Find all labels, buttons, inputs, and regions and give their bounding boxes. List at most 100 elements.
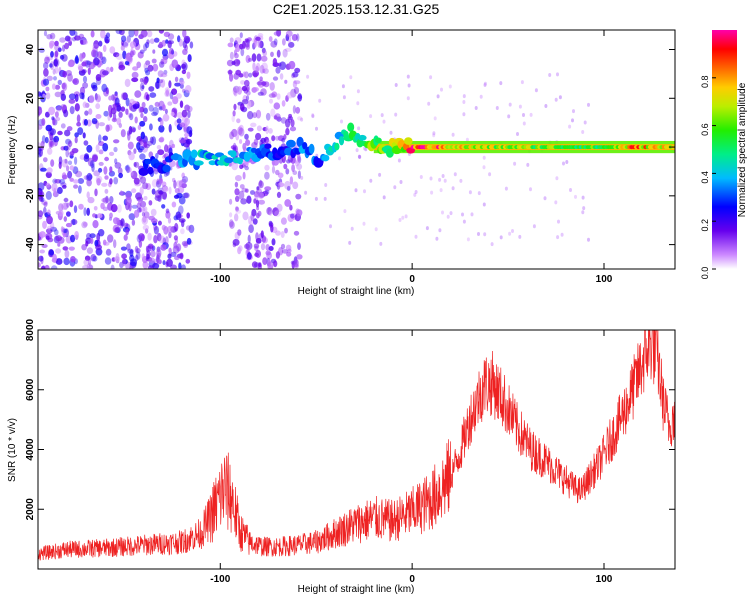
noise-speck [235,210,241,214]
noise-speck [114,227,120,233]
colorbar: 0.00.20.40.60.8 Normalized spectral ampl… [700,30,748,279]
noise-speck [102,70,109,75]
noise-speck [168,217,171,223]
noise-speck [242,212,248,221]
noise-speck [169,48,174,55]
noise-speck [287,249,291,253]
noise-speck [454,172,457,176]
noise-speck [415,235,418,239]
noise-speck [129,113,133,120]
noise-speck [149,257,154,263]
noise-speck [185,85,192,93]
noise-speck [184,133,189,137]
noise-speck [128,142,134,150]
noise-speck [38,182,45,191]
noise-speck [275,170,280,175]
noise-speck [234,91,238,97]
noise-speck [121,247,127,251]
noise-speck [95,103,100,109]
noise-speck [38,256,43,262]
noise-speck [185,37,190,44]
noise-speck [48,107,55,115]
noise-speck [174,83,180,87]
noise-speck [438,228,441,232]
noise-speck [109,178,113,184]
noise-speck [357,89,360,93]
noise-speck [274,38,278,45]
noise-speck [84,110,88,115]
noise-speck [105,189,109,194]
noise-speck [240,48,244,56]
noise-speck [63,110,68,118]
noise-speck [483,165,486,169]
noise-speck [394,113,397,117]
noise-speck [130,41,136,48]
noise-speck [75,171,82,178]
ridge-point [404,137,413,145]
noise-speck [149,92,156,98]
noise-speck [295,107,300,114]
noise-speck [69,93,76,99]
noise-speck [78,185,82,194]
noise-speck [480,95,483,99]
noise-speck [107,234,113,243]
snr-x-label: Height of straight line (km) [298,584,415,595]
y-tick-label: 20 [25,92,36,104]
noise-speck [440,88,443,92]
noise-speck [264,172,270,180]
noise-speck [383,195,386,199]
noise-speck [166,209,170,214]
noise-speck [356,101,359,105]
noise-speck [375,227,378,231]
noise-speck [68,61,74,67]
noise-speck [349,75,352,79]
noise-speck [270,225,273,233]
noise-speck [285,128,289,135]
noise-speck [102,143,108,152]
noise-speck [281,138,285,143]
noise-speck [452,186,455,190]
noise-speck [269,246,274,251]
noise-speck [186,259,191,264]
noise-speck [379,242,382,246]
noise-speck [138,200,142,205]
noise-speck [235,175,242,181]
noise-speck [257,54,262,62]
noise-speck [182,110,188,118]
noise-speck [235,182,238,188]
noise-speck [284,199,291,207]
noise-speck [40,168,47,172]
noise-speck [179,39,183,47]
noise-speck [233,104,236,110]
noise-speck [262,257,267,265]
noise-speck [383,120,386,124]
noise-speck [521,80,524,84]
noise-speck [140,83,144,92]
noise-speck [125,196,131,205]
x-tick-label: 0 [409,274,415,285]
noise-speck [571,118,574,122]
noise-speck [561,233,564,237]
noise-speck [163,114,170,122]
noise-speck [103,166,107,175]
noise-speck [107,112,110,121]
noise-speck [66,203,69,208]
noise-speck [252,261,258,268]
noise-speck [572,109,575,113]
noise-speck [281,217,287,224]
noise-speck [73,184,78,188]
noise-speck [96,74,102,81]
noise-speck [277,93,281,100]
noise-speck [36,107,42,115]
noise-speck [276,251,280,259]
noise-speck [399,218,402,222]
noise-speck [78,66,83,71]
noise-speck [306,75,309,79]
noise-speck [140,50,145,54]
noise-speck [294,231,299,236]
noise-speck [84,140,89,145]
noise-speck [296,254,302,259]
noise-speck [83,207,86,216]
noise-speck [133,103,140,109]
noise-speck [252,53,257,62]
